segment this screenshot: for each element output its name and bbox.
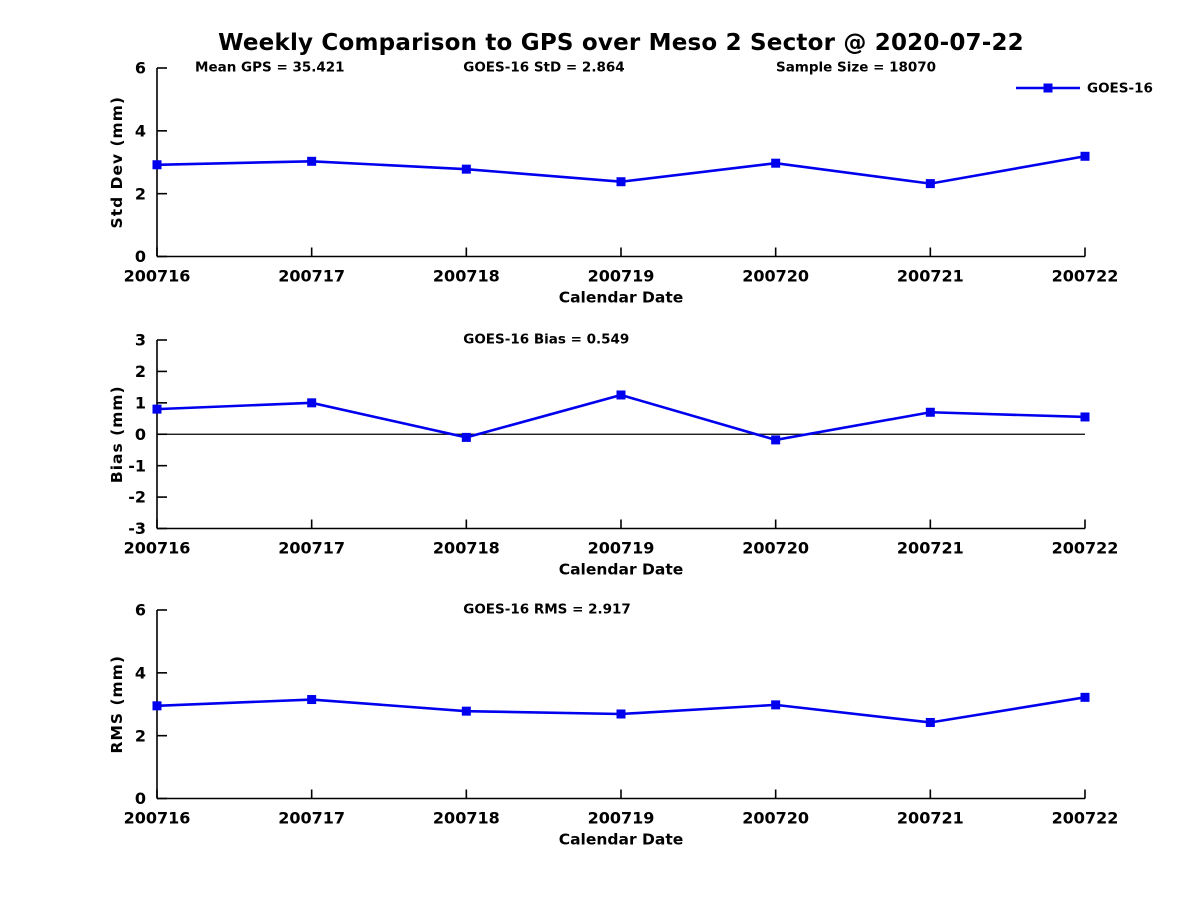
annotation: GOES-16 StD = 2.864: [463, 60, 624, 76]
y-tick-label: 2: [135, 726, 146, 745]
x-tick-label: 200717: [278, 267, 345, 286]
data-point-marker: [307, 695, 317, 705]
y-tick-label: -3: [128, 519, 146, 538]
y-axis-label: Std Dev (mm): [108, 96, 126, 228]
x-tick-label: 200721: [897, 267, 964, 286]
figure-title: Weekly Comparison to GPS over Meso 2 Sec…: [218, 30, 1024, 56]
x-tick-label: 200722: [1052, 809, 1119, 828]
annotation: Sample Size = 18070: [776, 60, 936, 76]
x-axis-label: Calendar Date: [559, 289, 684, 307]
data-point-marker: [461, 164, 471, 174]
legend: GOES-16: [1016, 81, 1153, 97]
y-axis-label: Bias (mm): [108, 385, 126, 483]
y-tick-label: 4: [135, 121, 146, 140]
data-point-marker: [1080, 151, 1090, 161]
data-point-marker: [152, 160, 162, 170]
x-tick-label: 200716: [124, 267, 191, 286]
legend-label: GOES-16: [1087, 81, 1153, 97]
series-line: [156, 393, 1086, 442]
y-tick-label: 6: [135, 59, 146, 78]
y-tick-label: 6: [135, 601, 146, 620]
data-point-marker: [925, 407, 935, 417]
data-point-marker: [152, 701, 162, 711]
x-tick-label: 200716: [124, 809, 191, 828]
chart-rms: 0 2 4 6 200716 200717 200718 200719 200720 200721…: [108, 601, 1118, 849]
y-tick-label: 0: [135, 789, 146, 808]
x-tick-label: 200721: [897, 539, 964, 558]
data-point-marker: [771, 158, 781, 168]
x-tick-label: 200717: [278, 539, 345, 558]
chart-std-dev: 0 2 4 6 200716 200717 200718 200719 200720 200721…: [108, 59, 1153, 307]
data-point-marker: [461, 432, 471, 442]
data-point-marker: [616, 390, 626, 400]
x-axis-label: Calendar Date: [559, 831, 684, 849]
x-tick-label: 200720: [742, 809, 809, 828]
y-tick-label: 0: [135, 247, 146, 266]
x-tick-label: 200719: [588, 267, 655, 286]
data-point-marker: [307, 398, 317, 408]
legend-marker: [1043, 83, 1053, 93]
annotation: GOES-16 RMS = 2.917: [463, 602, 631, 618]
y-tick-label: 4: [135, 663, 146, 682]
y-axis-label: RMS (mm): [108, 655, 126, 753]
x-tick-label: 200718: [433, 539, 500, 558]
data-point-marker: [771, 435, 781, 445]
data-point-marker: [1080, 692, 1090, 702]
x-axis-label: Calendar Date: [559, 561, 684, 579]
data-point-marker: [925, 717, 935, 727]
data-point-marker: [307, 156, 317, 166]
annotation: Mean GPS = 35.421: [195, 60, 345, 76]
x-tick-label: 200718: [433, 809, 500, 828]
y-tick-label: 2: [135, 362, 146, 381]
annotation: GOES-16 Bias = 0.549: [463, 332, 629, 348]
x-tick-label: 200721: [897, 809, 964, 828]
x-tick-label: 200719: [588, 809, 655, 828]
x-tick-label: 200718: [433, 267, 500, 286]
x-tick-label: 200719: [588, 539, 655, 558]
y-tick-label: 3: [135, 331, 146, 350]
x-tick-label: 200720: [742, 267, 809, 286]
y-tick-label: 1: [135, 393, 146, 412]
y-tick-label: 0: [135, 425, 146, 444]
data-point-marker: [771, 700, 781, 710]
data-point-marker: [925, 179, 935, 189]
data-point-marker: [461, 706, 471, 716]
data-point-marker: [152, 404, 162, 414]
data-point-marker: [1080, 412, 1090, 422]
x-tick-label: 200722: [1052, 267, 1119, 286]
x-tick-label: 200722: [1052, 539, 1119, 558]
y-tick-label: 2: [135, 184, 146, 203]
x-tick-label: 200717: [278, 809, 345, 828]
y-tick-label: -1: [128, 456, 146, 475]
data-point-marker: [616, 177, 626, 187]
x-tick-label: 200716: [124, 539, 191, 558]
y-tick-label: -2: [128, 488, 146, 507]
x-tick-label: 200720: [742, 539, 809, 558]
data-point-marker: [616, 709, 626, 719]
